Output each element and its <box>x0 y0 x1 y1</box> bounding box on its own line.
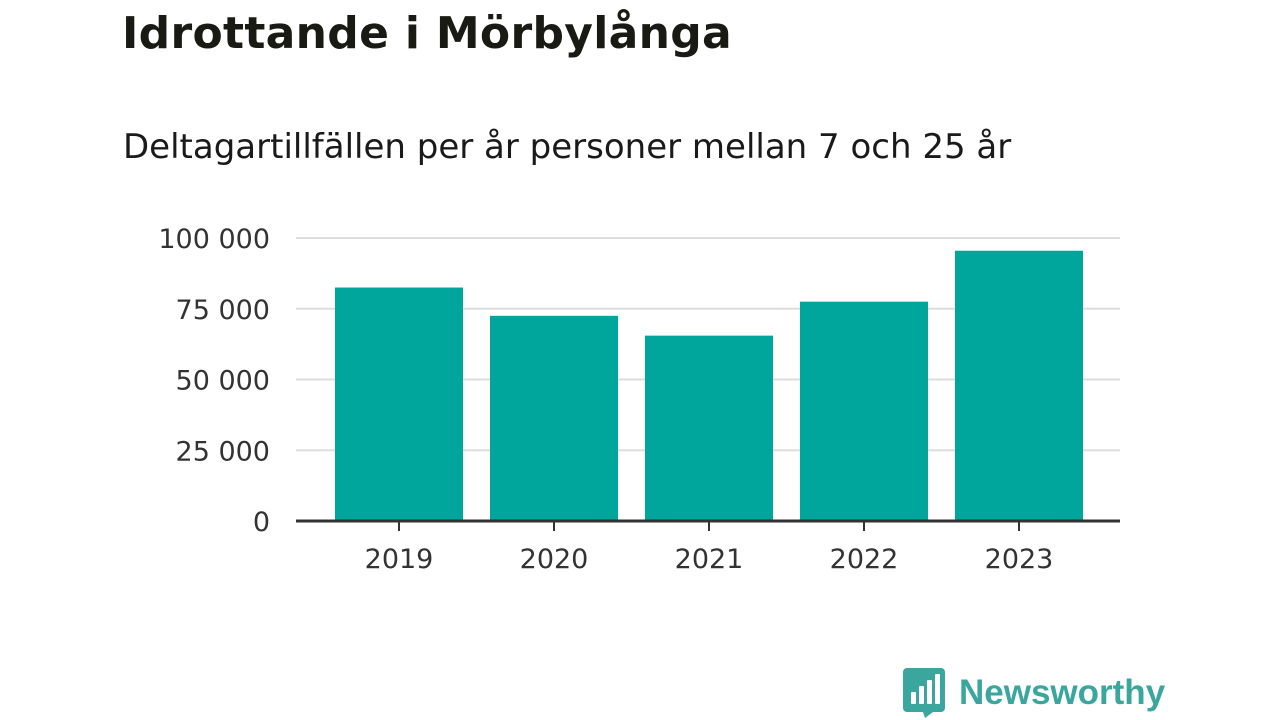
x-tick-label: 2019 <box>365 544 434 575</box>
x-tick-label: 2020 <box>520 544 589 575</box>
newsworthy-logo-icon <box>903 668 945 718</box>
tick-labels: 0 25 000 50 000 75 000 100 000 2019 2020 2021 20… <box>158 224 1053 575</box>
bar-2019 <box>335 287 463 521</box>
x-tick-label: 2023 <box>985 544 1054 575</box>
bar-2023 <box>955 250 1083 522</box>
chart-title: Idrottande i Mörbylånga <box>122 8 733 59</box>
bar-2020 <box>490 315 618 521</box>
y-tick-label: 0 <box>253 507 270 538</box>
y-tick-label: 50 000 <box>176 366 270 397</box>
x-tick-label: 2021 <box>675 544 744 575</box>
x-tick-label: 2022 <box>830 544 899 575</box>
y-tick-label: 75 000 <box>176 295 270 326</box>
brand-name: Newsworthy <box>959 673 1166 712</box>
chart-subtitle: Deltagartillfällen per år personer mella… <box>123 127 1012 167</box>
bars <box>335 250 1083 522</box>
axes <box>296 519 1120 531</box>
brand-logo: Newsworthy <box>903 668 1165 718</box>
bar-2021 <box>645 335 773 521</box>
y-tick-label: 25 000 <box>176 436 270 467</box>
y-tick-label: 100 000 <box>158 224 270 255</box>
bar-2022 <box>800 301 928 521</box>
